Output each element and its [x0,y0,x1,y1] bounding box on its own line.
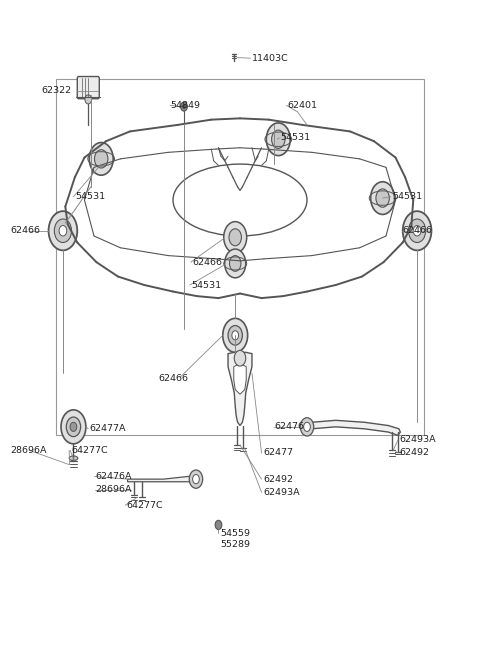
Polygon shape [234,364,246,394]
Text: 62492: 62492 [263,475,293,483]
Text: 62466: 62466 [158,374,189,383]
Text: 62466: 62466 [10,226,40,235]
Text: 62476: 62476 [275,422,304,432]
Circle shape [48,211,77,250]
Circle shape [189,470,203,488]
Text: 62493A: 62493A [399,436,435,445]
Text: 62466: 62466 [403,226,433,235]
Text: 11403C: 11403C [252,54,288,63]
Text: 62493A: 62493A [263,488,300,496]
Circle shape [85,95,92,104]
Circle shape [408,219,426,242]
Circle shape [223,318,248,352]
Text: 62322: 62322 [41,86,72,96]
Text: 54531: 54531 [392,193,422,201]
Text: 54531: 54531 [191,280,221,290]
Text: 54531: 54531 [75,193,105,201]
Text: 28696A: 28696A [10,446,47,455]
Text: 64277C: 64277C [126,501,163,510]
Text: 62401: 62401 [288,101,318,110]
Circle shape [304,422,311,432]
Circle shape [225,249,246,278]
Circle shape [403,211,432,250]
Circle shape [224,221,247,253]
Polygon shape [303,421,400,436]
Circle shape [66,417,81,437]
Circle shape [59,225,67,236]
Ellipse shape [173,164,307,236]
Ellipse shape [69,456,78,460]
Circle shape [300,418,314,436]
Circle shape [70,422,77,432]
Text: 54531: 54531 [281,134,311,142]
Text: 28696A: 28696A [96,485,132,494]
Circle shape [54,219,72,242]
Circle shape [376,189,389,207]
Text: 64277C: 64277C [72,446,108,455]
Bar [56,79,424,436]
Polygon shape [128,477,199,481]
Circle shape [89,143,113,175]
Circle shape [229,229,241,246]
Text: 54849: 54849 [170,101,201,110]
Circle shape [413,225,421,236]
Text: 54559: 54559 [220,529,250,538]
FancyBboxPatch shape [77,77,99,99]
Circle shape [229,255,241,271]
Text: 62476A: 62476A [96,472,132,481]
Text: 55289: 55289 [220,540,250,549]
Circle shape [266,123,290,156]
Text: 62477A: 62477A [89,424,126,434]
Circle shape [228,326,242,345]
Polygon shape [228,352,252,426]
Circle shape [215,520,222,529]
Circle shape [232,331,239,340]
Circle shape [95,150,108,168]
Circle shape [61,410,86,444]
Circle shape [192,475,199,483]
Circle shape [272,130,285,149]
Text: 62492: 62492 [399,449,429,457]
Circle shape [234,350,246,366]
Circle shape [182,105,185,109]
Circle shape [180,102,187,111]
Circle shape [371,181,395,214]
Text: 62466: 62466 [192,257,222,267]
Text: 62477: 62477 [263,449,293,457]
